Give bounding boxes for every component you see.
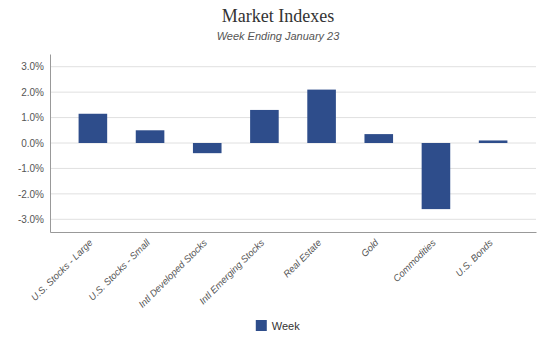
grid-line [50, 66, 536, 67]
x-tick: Gold [359, 232, 381, 259]
x-tick-label: U.S. Stocks - Large [29, 237, 95, 303]
x-axis-line [51, 232, 537, 233]
y-axis-line [50, 55, 51, 233]
legend-label: Week [272, 320, 300, 332]
x-tick-label: U.S. Bonds [453, 237, 495, 279]
y-tick-label: 3.0% [21, 61, 44, 72]
x-tick: Commodities [391, 232, 438, 284]
grid-line [50, 168, 536, 169]
bar [136, 130, 165, 143]
bar [364, 134, 393, 143]
x-tick-label: Commodities [391, 237, 438, 284]
bar [250, 110, 279, 143]
y-tick: 3.0% [21, 61, 50, 72]
y-tick: -2.0% [18, 189, 50, 200]
y-tick: 0.0% [21, 138, 50, 149]
chart: Market Indexes Week Ending January 23 -3.0… [0, 0, 556, 342]
bar [307, 90, 336, 143]
x-tick-label: Real Estate [281, 237, 324, 280]
y-tick-label: -2.0% [18, 189, 44, 200]
x-axis: U.S. Stocks - LargeU.S. Stocks - Small In… [29, 232, 537, 310]
y-tick: -3.0% [18, 214, 50, 225]
bars [79, 90, 508, 210]
y-axis: -3.0% -2.0% -1.0% 0.0% 1.0% 2.0% 3.0% [18, 55, 51, 233]
legend-item: Week [256, 320, 300, 332]
bar [79, 114, 108, 143]
plot: -3.0% -2.0% -1.0% 0.0% 1.0% 2.0% 3.0% U.S. Stoc… [18, 55, 537, 310]
x-tick-label: Intl Emerging Stocks [197, 237, 267, 307]
grid-line [50, 219, 536, 220]
legend-swatch [256, 320, 267, 331]
bar [422, 143, 451, 209]
bar [479, 140, 508, 143]
y-tick-label: 1.0% [21, 112, 44, 123]
grid-line [50, 92, 536, 93]
x-tick: U.S. Stocks - Large [29, 232, 95, 303]
legend: Week [256, 320, 300, 332]
bar [193, 143, 222, 153]
x-tick: U.S. Stocks - Small [86, 232, 152, 303]
y-tick: 2.0% [21, 87, 50, 98]
title: Market Indexes [222, 6, 334, 26]
grid [50, 67, 536, 220]
grid-line [50, 143, 536, 144]
y-tick-label: -1.0% [18, 163, 44, 174]
y-tick-label: -3.0% [18, 214, 44, 225]
y-tick-label: 0.0% [21, 138, 44, 149]
x-tick-label: U.S. Stocks - Small [86, 236, 152, 302]
y-tick-label: 2.0% [21, 87, 44, 98]
x-tick: Intl Emerging Stocks [197, 232, 267, 306]
x-tick-label: Gold [359, 236, 381, 258]
grid-line [50, 193, 536, 194]
y-tick: -1.0% [18, 163, 50, 174]
x-tick: Real Estate [281, 232, 324, 280]
x-tick: U.S. Bonds [453, 232, 495, 279]
subtitle: Week Ending January 23 [217, 30, 341, 42]
grid-line [50, 117, 536, 118]
y-tick: 1.0% [21, 112, 50, 123]
